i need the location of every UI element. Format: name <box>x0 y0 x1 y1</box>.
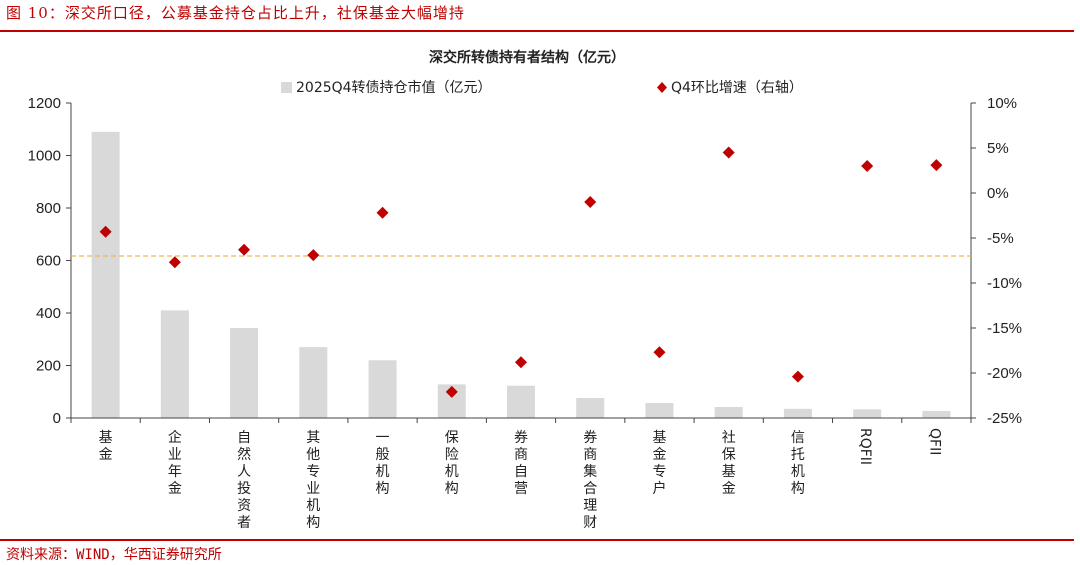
y-left-tick-label: 1200 <box>28 95 61 112</box>
bar <box>576 398 605 418</box>
bars <box>91 131 951 418</box>
legend-bar-label: 2025Q4转债持仓市值（亿元） <box>296 79 492 96</box>
y-right-tick-label: 10% <box>987 95 1017 112</box>
growth-point <box>376 206 389 219</box>
y-right-tick-label: -20% <box>987 365 1022 382</box>
legend-diamond-icon <box>657 82 667 93</box>
y-right-tick-label: -10% <box>987 275 1022 292</box>
bar <box>645 403 674 418</box>
growth-point <box>653 346 666 359</box>
y-left-tick-label: 0 <box>53 410 61 427</box>
bar <box>922 410 951 418</box>
growth-points <box>99 146 943 398</box>
y-right-tick-label: 5% <box>987 140 1009 157</box>
y-left-tick-label: 800 <box>36 200 61 217</box>
category-label: 保险机构 <box>445 430 459 497</box>
top-divider <box>0 30 1074 32</box>
growth-point <box>930 159 943 172</box>
category-labels: 基金 企业年金 自然人投资者 其他专业机构 一般机构 保险机构 券商自营 券商集合理财 基金专户… <box>99 428 943 531</box>
category-label: 社保基金 <box>722 430 736 497</box>
source-note: 资料来源：WIND，华西证券研究所 <box>6 547 222 563</box>
bar <box>853 409 882 418</box>
growth-point <box>168 256 181 269</box>
y-right-tick-label: 0% <box>987 185 1009 202</box>
bar <box>714 406 743 418</box>
y-axis-left: 0 200 400 600 800 1000 1200 <box>28 95 72 427</box>
growth-point <box>791 370 804 383</box>
category-label: 券商集合理财 <box>583 430 597 531</box>
y-right-tick-label: -15% <box>987 320 1022 337</box>
legend-bar-swatch <box>281 82 292 93</box>
y-left-tick-label: 200 <box>36 358 61 375</box>
legend-scatter-label: Q4环比增速（右轴） <box>671 80 803 96</box>
category-label: QFII <box>926 428 942 455</box>
chart-title: 深交所转债持有者结构（亿元） <box>429 49 625 66</box>
category-label: 一般机构 <box>376 430 390 497</box>
category-label: 信托机构 <box>791 430 805 497</box>
growth-point <box>99 225 112 238</box>
y-right-tick-label: -5% <box>987 230 1014 247</box>
growth-point <box>307 249 320 262</box>
growth-point <box>238 243 251 256</box>
category-label: 券商自营 <box>514 430 528 497</box>
bar <box>368 360 397 418</box>
bottom-divider <box>0 539 1074 541</box>
category-label: 基金 <box>99 429 113 463</box>
y-right-tick-label: -25% <box>987 410 1022 427</box>
bar <box>507 385 535 418</box>
category-label: RQFII <box>857 428 873 465</box>
y-left-tick-label: 1000 <box>28 148 61 165</box>
x-axis <box>70 417 972 423</box>
y-left-tick-label: 600 <box>36 253 61 270</box>
category-label: 自然人投资者 <box>237 430 251 531</box>
growth-point <box>584 196 597 208</box>
bar <box>160 310 189 418</box>
y-left-tick-label: 400 <box>36 305 61 322</box>
legend: 2025Q4转债持仓市值（亿元） Q4环比增速（右轴） <box>281 79 803 96</box>
y-axis-right: -25% -20% -15% -10% -5% 0% 5% 10% <box>970 95 1022 427</box>
bar <box>299 347 328 418</box>
growth-point <box>445 385 458 398</box>
growth-point <box>722 146 735 159</box>
category-label: 基金专户 <box>652 429 666 497</box>
category-label: 企业年金 <box>168 429 182 497</box>
bar <box>230 327 259 418</box>
growth-point <box>861 160 874 172</box>
figure-title: 图 10：深交所口径，公募基金持仓占比上升，社保基金大幅增持 <box>6 4 465 22</box>
category-label: 其他专业机构 <box>306 430 320 531</box>
bar <box>91 131 120 418</box>
bar <box>783 408 812 418</box>
growth-point <box>515 356 527 369</box>
